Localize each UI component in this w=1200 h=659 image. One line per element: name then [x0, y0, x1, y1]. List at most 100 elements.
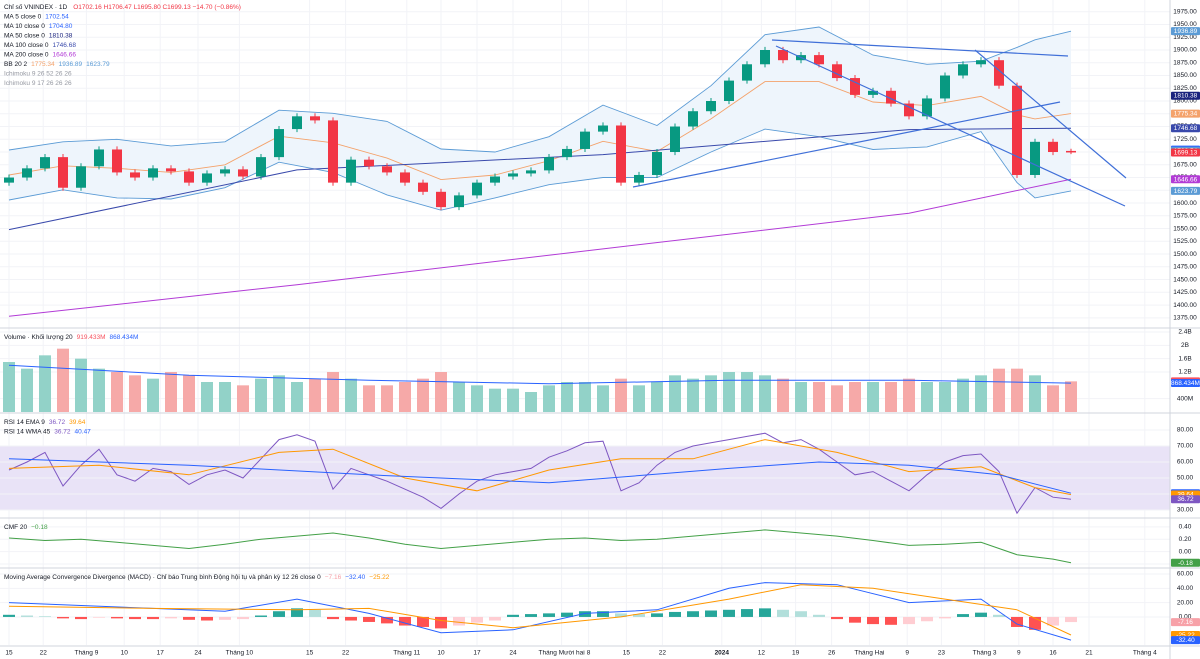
- macd-histogram-bar: [381, 616, 393, 624]
- x-tick-label: 8: [587, 650, 591, 657]
- x-tick-label: 22: [40, 650, 48, 657]
- trend-line: [771, 39, 1069, 57]
- candle-body: [922, 98, 932, 117]
- volume-bar: [939, 382, 951, 412]
- macd-histogram-bar: [3, 614, 15, 617]
- price-tag-label: 868.434M: [1171, 380, 1200, 387]
- price-tag-label: 1699.13: [1174, 149, 1198, 156]
- y-tick-label: 1550.00: [1173, 225, 1197, 232]
- candle-body: [328, 120, 338, 183]
- legend-name: Ichimoku 9 26 52 26 26: [4, 70, 72, 77]
- legend-value: 1704.80: [49, 23, 73, 30]
- y-tick-label: 0.40: [1179, 524, 1192, 531]
- legend-name: MA 5 close 0: [4, 13, 42, 20]
- y-tick-label: 1675.00: [1173, 161, 1197, 168]
- y-tick-label: 1575.00: [1173, 213, 1197, 220]
- price-tag: [1171, 379, 1200, 388]
- candle-body: [454, 195, 464, 208]
- candle-body: [1048, 141, 1058, 153]
- candle-body: [310, 116, 320, 121]
- price-tag: [1171, 558, 1200, 567]
- trend-line: [974, 49, 1127, 179]
- x-tick-label: 16: [1049, 650, 1057, 657]
- candle-body: [1012, 85, 1022, 175]
- macd-histogram-bar: [525, 614, 537, 617]
- macd-histogram-bar: [597, 611, 609, 617]
- volume-bar: [327, 372, 339, 412]
- candle-body: [490, 176, 500, 183]
- candle-body: [994, 60, 1004, 86]
- macd-histogram-bar: [939, 616, 951, 619]
- y-tick-label: 1825.00: [1173, 85, 1197, 92]
- volume-bar: [669, 375, 681, 412]
- candle-body: [40, 157, 50, 169]
- macd-histogram-bar: [255, 615, 267, 617]
- candle-body: [652, 152, 662, 175]
- volume-bar: [1065, 381, 1077, 412]
- volume-bar: [381, 385, 393, 412]
- legend-value: 1936.89: [59, 61, 83, 68]
- bollinger-basis: [8, 81, 1072, 181]
- price-tag-label: 1810.38: [1174, 93, 1198, 100]
- y-tick-label: 1925.00: [1173, 34, 1197, 41]
- volume-bar: [1029, 375, 1041, 412]
- macd-histogram-bar: [813, 614, 825, 617]
- volume-bar: [723, 372, 735, 412]
- y-tick-label: 60.00: [1177, 571, 1194, 578]
- indicator-line: [8, 529, 1072, 564]
- x-tick-label: 23: [938, 650, 946, 657]
- legend-name: RSI 14 WMA 45: [4, 428, 51, 435]
- candle-body: [580, 131, 590, 149]
- x-tick-label: 24: [194, 650, 202, 657]
- legend-name: MA 50 close 0: [4, 32, 45, 39]
- macd-histogram-bar: [183, 616, 195, 620]
- legend-name: RSI 14 EMA 9: [4, 419, 45, 426]
- y-tick-label: 1.6B: [1178, 355, 1191, 362]
- ohlc-text: O1702.16 H1706.47 L1695.80 C1699.13 −14.…: [73, 4, 241, 11]
- macd-histogram-bar: [219, 616, 231, 620]
- macd-histogram-bar: [21, 615, 33, 617]
- macd-histogram-bar: [399, 616, 411, 626]
- x-tick-label: 10: [437, 650, 445, 657]
- drawings: [632, 39, 1127, 207]
- legend-entry: MA 50 close 0 1810.38: [4, 32, 73, 39]
- trend-line: [632, 101, 1061, 188]
- x-tick-label: 22: [342, 650, 350, 657]
- macd-histogram-bar: [669, 611, 681, 617]
- y-tick-label: 30.00: [1177, 507, 1194, 514]
- legend-entry: CMF 20 −0.18: [4, 524, 48, 531]
- volume-bar: [453, 382, 465, 412]
- y-tick-label: 1900.00: [1173, 47, 1197, 54]
- y-tick-label: 60.00: [1177, 459, 1194, 466]
- volume-bar: [165, 372, 177, 412]
- y-tick-label: 0.00: [1179, 548, 1192, 555]
- candle-body: [436, 191, 446, 208]
- x-tick-label: Tháng 3: [973, 650, 997, 657]
- price-tag: [1171, 186, 1200, 195]
- y-tick-label: 1475.00: [1173, 264, 1197, 271]
- y-tick-label: 1500.00: [1173, 251, 1197, 258]
- candle-body: [58, 157, 68, 188]
- x-tick-label: 10: [121, 650, 129, 657]
- volume-bar: [525, 392, 537, 412]
- x-tick-label: 21: [1085, 650, 1093, 657]
- macd-histogram-bar: [345, 616, 357, 621]
- bollinger-fill: [9, 27, 1071, 211]
- volume-bar: [201, 382, 213, 412]
- legend-value: −0.18: [31, 524, 48, 531]
- x-tick-label: 17: [157, 650, 165, 657]
- candle-body: [274, 129, 284, 158]
- x-tick-label: Tháng 11: [393, 650, 420, 657]
- candle-body: [868, 90, 878, 95]
- macd-histogram-bar: [327, 616, 339, 620]
- price-tag: [1171, 636, 1200, 645]
- macd-histogram-bar: [687, 611, 699, 617]
- volume-bar: [435, 372, 447, 412]
- candle-body: [706, 101, 716, 112]
- macd-histogram-bar: [741, 609, 753, 617]
- candle-body: [346, 159, 356, 183]
- candle-body: [238, 169, 248, 177]
- volume-bar: [21, 368, 33, 412]
